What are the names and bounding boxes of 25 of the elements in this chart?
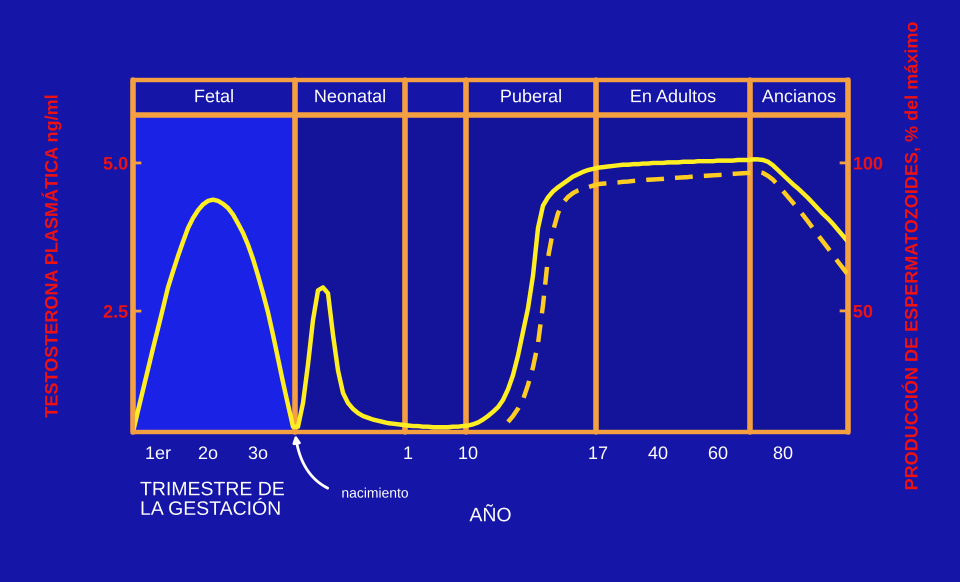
annotation: Puberal xyxy=(501,89,561,102)
x-tick-label: 17 xyxy=(589,446,608,459)
annotation: Neonatal xyxy=(315,89,385,102)
y2-tick-label: 50 xyxy=(853,304,872,318)
annotation: En Adultos xyxy=(631,89,716,102)
x-tick-label: 1er xyxy=(146,446,171,460)
x-tick-label: 1 xyxy=(404,446,412,459)
text: nacimiento xyxy=(342,488,408,498)
x-tick-label: 10 xyxy=(459,446,478,460)
text: TRIMESTRE DE LA GESTACIÓN xyxy=(140,482,284,515)
line-series xyxy=(506,170,848,424)
y-tick-label: 2.5 xyxy=(104,305,128,318)
line-series xyxy=(133,157,848,432)
x-tick-label: 60 xyxy=(708,446,728,460)
x-axis-title: AÑO xyxy=(469,504,511,522)
x-tick-label: 3o xyxy=(248,446,268,460)
annotation: Fetal xyxy=(195,89,233,102)
y-axis-title: TESTOSTERONA PLASMÁTICA ng/ml xyxy=(42,96,62,418)
annotation: Ancianos xyxy=(762,89,836,102)
x-tick-label: 2o xyxy=(198,446,218,460)
y2-axis-title: PRODUCCIÓN DE ESPERMATOZOIDES, % del máximo xyxy=(901,22,920,490)
x-tick-label: 80 xyxy=(774,446,792,460)
x-tick-label: 40 xyxy=(648,446,668,460)
y-tick-label: 5.0 xyxy=(104,156,128,170)
y2-tick-label: 100 xyxy=(854,156,882,170)
